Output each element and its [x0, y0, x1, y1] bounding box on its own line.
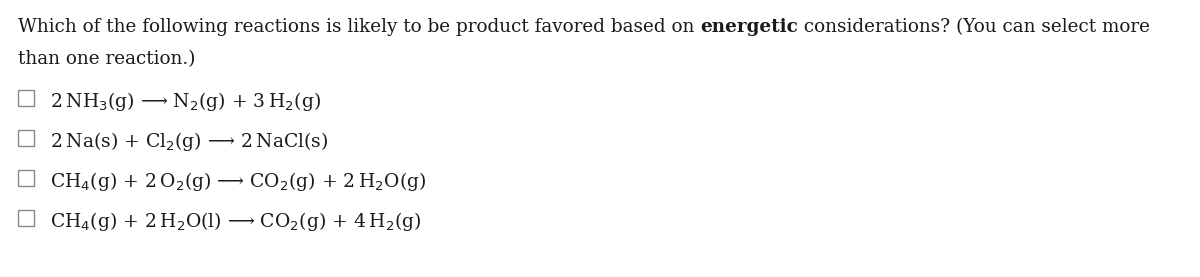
Text: CH$_4$(g) + 2 H$_2$O(l) ⟶ CO$_2$(g) + 4 H$_2$(g): CH$_4$(g) + 2 H$_2$O(l) ⟶ CO$_2$(g) + 4 …	[50, 210, 421, 233]
Text: considerations? (You can select more: considerations? (You can select more	[798, 18, 1150, 36]
Text: Which of the following reactions is likely to be product favored based on: Which of the following reactions is like…	[18, 18, 701, 36]
Text: 2 NH$_3$(g) ⟶ N$_2$(g) + 3 H$_2$(g): 2 NH$_3$(g) ⟶ N$_2$(g) + 3 H$_2$(g)	[50, 90, 322, 113]
Text: than one reaction.): than one reaction.)	[18, 50, 196, 68]
Text: 2 Na(s) + Cl$_2$(g) ⟶ 2 NaCl(s): 2 Na(s) + Cl$_2$(g) ⟶ 2 NaCl(s)	[50, 130, 329, 153]
Text: CH$_4$(g) + 2 O$_2$(g) ⟶ CO$_2$(g) + 2 H$_2$O(g): CH$_4$(g) + 2 O$_2$(g) ⟶ CO$_2$(g) + 2 H…	[50, 170, 426, 193]
Text: energetic: energetic	[701, 18, 798, 36]
